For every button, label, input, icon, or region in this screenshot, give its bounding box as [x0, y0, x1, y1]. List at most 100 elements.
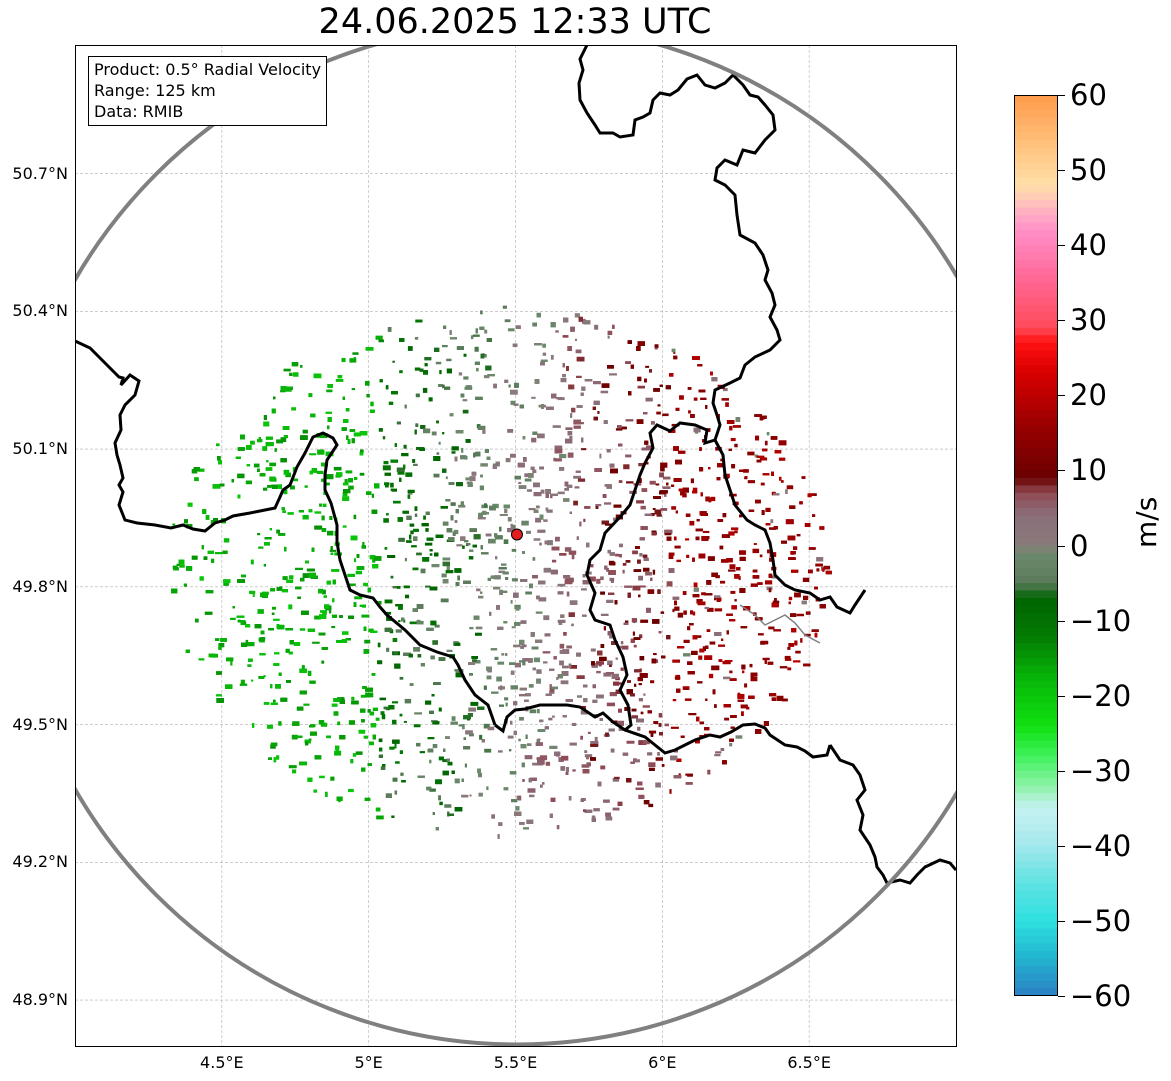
velocity-echo-cell: [370, 723, 377, 728]
velocity-echo-cell: [313, 789, 318, 793]
velocity-echo-cell: [699, 648, 705, 653]
colorbar-outline: [1014, 95, 1058, 996]
velocity-echo-cell: [536, 505, 540, 509]
velocity-echo-cell: [522, 551, 525, 554]
velocity-echo-cell: [515, 325, 521, 329]
radar-site-marker[interactable]: [510, 528, 523, 541]
velocity-echo-cell: [488, 538, 496, 544]
velocity-echo-cell: [395, 629, 402, 633]
velocity-echo-cell: [262, 446, 268, 451]
colorbar-segment: [1014, 928, 1058, 937]
velocity-echo-cell: [646, 445, 654, 450]
velocity-echo-cell: [520, 579, 528, 582]
velocity-echo-cell: [355, 751, 363, 755]
colorbar-segment: [1014, 635, 1058, 644]
velocity-echo-cell: [483, 723, 490, 729]
colorbar-segment: [1014, 943, 1058, 952]
velocity-echo-cell: [598, 663, 602, 667]
velocity-echo-cell: [285, 628, 294, 631]
velocity-echo-cell: [292, 721, 300, 726]
velocity-echo-cell: [566, 591, 570, 597]
colorbar-segment: [1014, 530, 1058, 539]
velocity-echo-cell: [562, 374, 566, 378]
velocity-echo-cell: [449, 330, 452, 335]
velocity-echo-cell: [591, 815, 596, 818]
velocity-echo-cell: [692, 611, 696, 616]
velocity-echo-cell: [781, 540, 787, 544]
velocity-echo-cell: [570, 326, 575, 332]
velocity-echo-cell: [452, 531, 456, 536]
velocity-echo-cell: [252, 593, 255, 597]
velocity-echo-cell: [796, 613, 804, 617]
velocity-echo-cell: [436, 452, 440, 455]
velocity-echo-cell: [376, 601, 382, 605]
velocity-echo-cell: [678, 773, 681, 777]
velocity-echo-cell: [645, 572, 652, 576]
velocity-echo-cell: [740, 704, 748, 709]
colorbar-segment: [1014, 770, 1058, 779]
velocity-echo-cell: [257, 468, 260, 472]
velocity-echo-cell: [801, 600, 807, 605]
velocity-echo-cell: [670, 726, 679, 729]
velocity-echo-cell: [514, 622, 521, 626]
velocity-echo-cell: [522, 644, 527, 648]
velocity-echo-cell: [596, 661, 604, 665]
velocity-echo-cell: [405, 594, 410, 599]
velocity-echo-cell: [578, 316, 583, 322]
velocity-echo-cell: [326, 389, 333, 393]
velocity-echo-cell: [369, 711, 374, 716]
velocity-echo-cell: [365, 692, 374, 698]
velocity-echo-cell: [574, 313, 580, 318]
velocity-echo-cell: [704, 655, 713, 660]
colorbar-tick-label: 0: [1070, 529, 1089, 563]
velocity-echo-cell: [502, 571, 509, 575]
velocity-echo-cell: [528, 778, 532, 783]
velocity-echo-cell: [359, 604, 366, 607]
colorbar-segment: [1014, 237, 1058, 246]
colorbar-segment: [1014, 755, 1058, 764]
velocity-echo-cell: [479, 326, 485, 330]
velocity-echo-cell: [699, 467, 704, 472]
velocity-echo-cell: [695, 536, 700, 541]
velocity-echo-cell: [451, 716, 456, 721]
velocity-echo-cell: [467, 713, 473, 717]
colorbar-segment: [1014, 102, 1058, 111]
velocity-echo-cell: [610, 468, 618, 474]
radar-map[interactable]: [75, 45, 956, 1046]
velocity-echo-cell: [607, 549, 611, 554]
velocity-echo-cell: [270, 702, 278, 705]
velocity-echo-cell: [283, 435, 288, 439]
velocity-echo-cell: [497, 834, 500, 839]
colorbar-segment: [1014, 740, 1058, 749]
velocity-echo-cell: [568, 796, 572, 801]
colorbar-segment: [1014, 590, 1058, 599]
velocity-echo-cell: [226, 657, 234, 662]
velocity-echo-cell: [602, 494, 607, 498]
velocity-echo-cell: [361, 719, 365, 723]
velocity-echo-cell: [331, 569, 340, 572]
velocity-echo-cell: [533, 509, 539, 513]
velocity-echo-cell: [388, 705, 395, 710]
velocity-echo-cell: [363, 582, 368, 587]
velocity-echo-cell: [265, 467, 273, 471]
velocity-echo-cell: [260, 637, 266, 641]
velocity-echo-cell: [670, 755, 678, 761]
colorbar-segment: [1014, 335, 1058, 344]
velocity-echo-cell: [537, 763, 543, 766]
velocity-echo-cell: [533, 657, 540, 663]
velocity-echo-cell: [341, 639, 348, 643]
velocity-echo-cell: [640, 526, 648, 530]
country-borders: [75, 45, 956, 885]
velocity-echo-cell: [263, 675, 266, 678]
velocity-echo-cell: [345, 470, 353, 474]
velocity-echo-cell: [592, 406, 596, 410]
velocity-echo-cell: [320, 610, 327, 613]
velocity-echo-cell: [263, 415, 267, 420]
velocity-echo-cell: [677, 646, 685, 649]
velocity-echo-cell: [557, 583, 566, 587]
velocity-echo-cell: [562, 335, 569, 338]
velocity-echo-cell: [607, 335, 610, 339]
velocity-echo-cell: [504, 508, 508, 514]
colorbar-segment: [1014, 875, 1058, 884]
velocity-echo-cell: [354, 596, 363, 600]
